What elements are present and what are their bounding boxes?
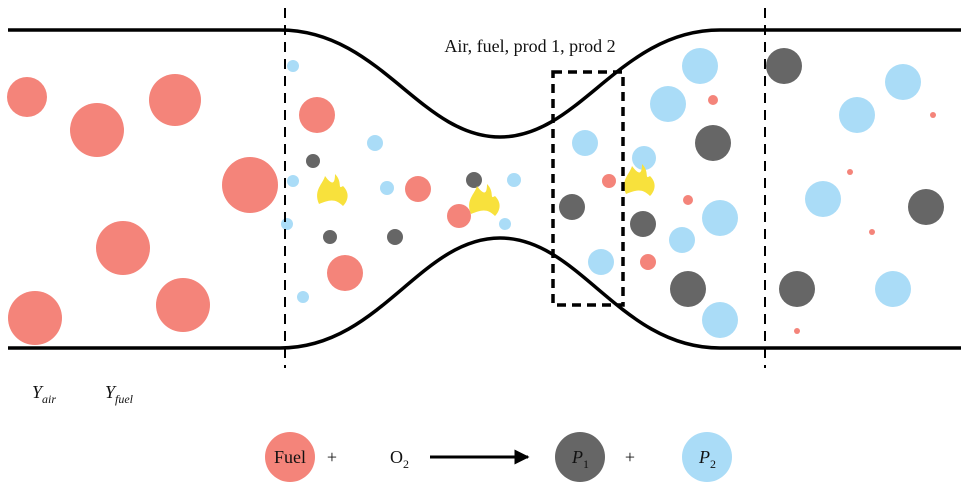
product-2-label: P2 (698, 447, 716, 471)
tube-top-wall (8, 28, 961, 139)
product-2-particle (367, 135, 383, 151)
product-2-particle (588, 249, 614, 275)
product-2-particle (875, 271, 911, 307)
fuel-particle (640, 254, 656, 270)
plus-sign: + (625, 447, 635, 467)
fuel-particle (156, 278, 210, 332)
product-2-particle (885, 64, 921, 100)
product-2-particle (287, 60, 299, 72)
y-fuel-label: Yfuel (105, 382, 134, 406)
product-2-particle (702, 302, 738, 338)
product-1-icon (555, 432, 605, 482)
fuel-particle (149, 74, 201, 126)
fuel-particle (327, 255, 363, 291)
product-2-particle (380, 181, 394, 195)
product-2-particle (287, 175, 299, 187)
fuel-particle (7, 77, 47, 117)
flame (317, 174, 348, 206)
product-2-particle (682, 48, 718, 84)
product-1-particle (630, 211, 656, 237)
product-1-particle (670, 271, 706, 307)
product-2-particle (839, 97, 875, 133)
fuel-icon (265, 432, 315, 482)
product-2-particle (572, 130, 598, 156)
fuel-particle (8, 291, 62, 345)
fuel-particle (299, 97, 335, 133)
fuel-particle (405, 176, 431, 202)
product-1-particle (559, 194, 585, 220)
product-2-particle (632, 146, 656, 170)
flame (624, 164, 655, 196)
fuel-particle (683, 195, 693, 205)
oxygen-label: O2 (390, 447, 409, 471)
plus-sign: + (327, 447, 337, 467)
fuel-particle (222, 157, 278, 213)
fuel-particle (96, 221, 150, 275)
fuel-particle (70, 103, 124, 157)
product-1-label: P1 (571, 447, 589, 471)
fuel-particle (847, 169, 853, 175)
product-2-particle (297, 291, 309, 303)
product-1-particle (323, 230, 337, 244)
fuel-particle (794, 328, 800, 334)
product-2-particle (281, 218, 293, 230)
product-1-particle (466, 172, 482, 188)
y-air-label: Yair (32, 382, 56, 406)
product-1-particle (387, 229, 403, 245)
product-1-particle (695, 125, 731, 161)
mixture-label: Air, fuel, prod 1, prod 2 (444, 36, 615, 56)
particles (7, 48, 944, 345)
product-2-icon (682, 432, 732, 482)
tube-bottom-wall (8, 236, 961, 350)
fuel-particle (602, 174, 616, 188)
product-2-particle (669, 227, 695, 253)
flame (469, 184, 500, 216)
fuel-particle (869, 229, 875, 235)
product-2-particle (650, 86, 686, 122)
product-1-particle (908, 189, 944, 225)
product-2-particle (805, 181, 841, 217)
fuel-particle (930, 112, 936, 118)
product-2-particle (507, 173, 521, 187)
product-1-particle (779, 271, 815, 307)
product-1-particle (766, 48, 802, 84)
fuel-particle (708, 95, 718, 105)
control-volume (551, 70, 625, 307)
fuel-particle (447, 204, 471, 228)
product-2-particle (702, 200, 738, 236)
product-2-particle (499, 218, 511, 230)
product-1-particle (306, 154, 320, 168)
fuel-label: Fuel (274, 447, 306, 467)
